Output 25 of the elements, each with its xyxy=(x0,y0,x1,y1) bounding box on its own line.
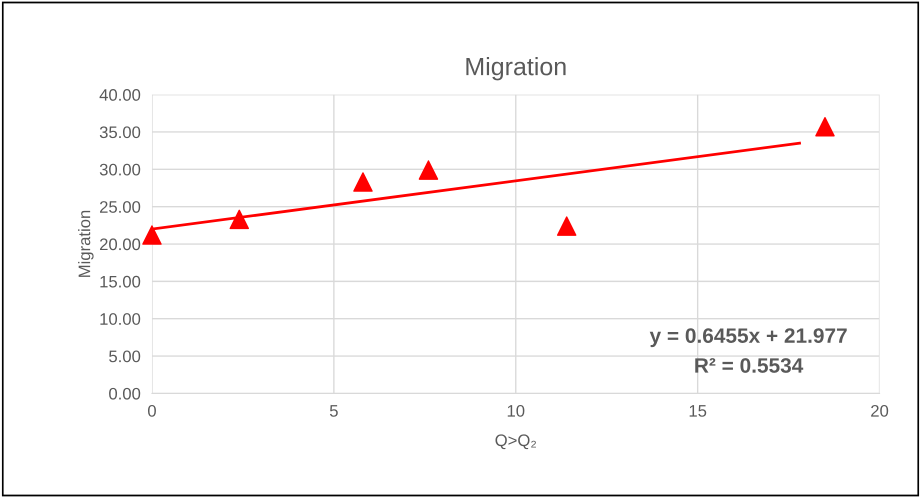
y-tick-label: 30.00 xyxy=(100,164,140,176)
point xyxy=(230,210,250,230)
y-tick-label: 0.00 xyxy=(109,388,140,400)
point xyxy=(556,216,576,236)
chart-title: Migration xyxy=(466,57,566,80)
y-tick-label: 10.00 xyxy=(100,313,140,325)
y-tick-label: 25.00 xyxy=(100,201,140,213)
x-tick-label: 20 xyxy=(871,404,888,417)
x-tick-label: 10 xyxy=(508,404,524,417)
y-tick-label: 20.00 xyxy=(100,238,140,250)
point xyxy=(815,116,835,136)
y-tick-label: 35.00 xyxy=(100,126,140,138)
point xyxy=(142,225,162,245)
x-tick-label: 15 xyxy=(690,405,706,417)
x-tick-label: 0 xyxy=(148,404,156,417)
point xyxy=(353,172,373,192)
y-tick-label: 40.00 xyxy=(100,89,140,101)
annotation: y = 0.6455x + 21.977 xyxy=(650,328,847,348)
x-tick-label: 5 xyxy=(330,405,338,417)
annotation: R² = 0.5534 xyxy=(695,358,804,373)
y-tick-label: 5.00 xyxy=(109,350,140,362)
y-axis-title: Migration xyxy=(78,210,94,277)
x-axis-title: Q>Q₂ xyxy=(495,434,536,450)
point xyxy=(418,160,438,180)
y-tick-label: 15.00 xyxy=(100,276,140,288)
